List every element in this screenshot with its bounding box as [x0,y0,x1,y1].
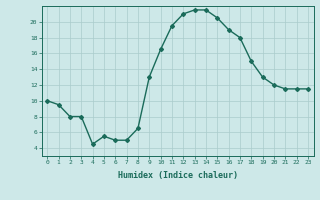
X-axis label: Humidex (Indice chaleur): Humidex (Indice chaleur) [118,171,237,180]
